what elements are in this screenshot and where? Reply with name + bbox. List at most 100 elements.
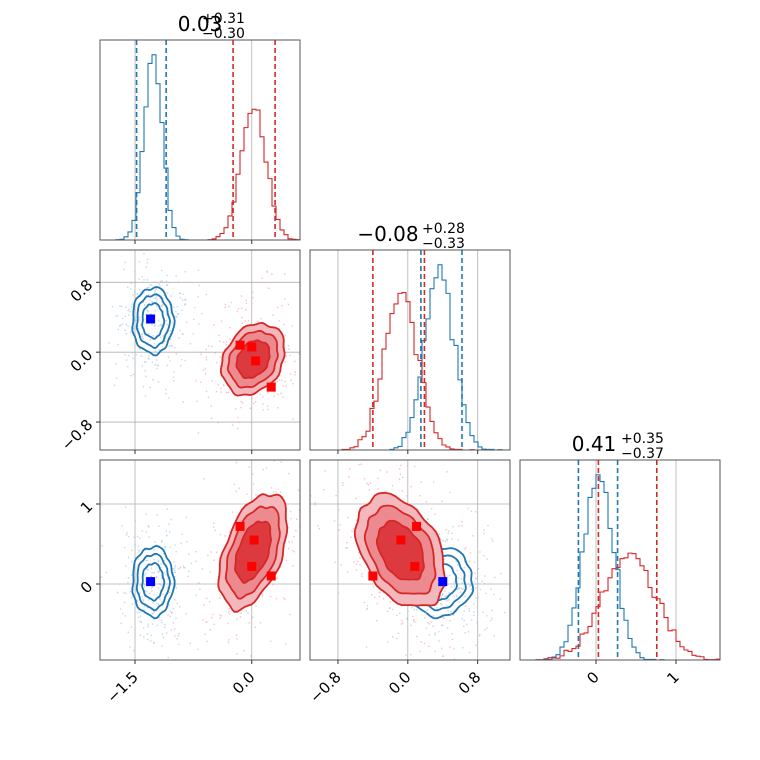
scatter-point-red [346,547,348,549]
scatter-point-red [178,567,180,570]
scatter-point-blue [363,601,365,604]
scatter-point-red [211,380,213,382]
scatter-point-blue [166,292,169,294]
scatter-point-red [382,446,383,447]
scatter-point-blue [438,630,440,633]
scatter-point-red [222,341,225,343]
scatter-point-red [284,273,286,275]
scatter-point-red [461,521,463,523]
scatter-point-blue [473,611,475,613]
scatter-point-red [334,561,336,563]
scatter-point-red [438,533,440,535]
scatter-point-blue [195,551,197,553]
scatter-point-blue [444,595,446,597]
scatter-point-red [241,316,243,319]
scatter-point-blue [481,580,483,583]
histogram-line-blue [100,54,300,240]
scatter-point-blue [143,292,145,294]
scatter-point-blue [148,355,150,357]
scatter-point-red [342,484,344,487]
scatter-point-blue [197,296,199,298]
scatter-point-blue [490,588,492,590]
scatter-point-blue [156,577,158,579]
scatter-point-red [251,397,253,399]
scatter-point-red [210,551,212,553]
scatter-point-blue [177,313,179,315]
scatter-point-blue [452,526,454,528]
scatter-point-blue [147,342,149,344]
scatter-point-blue [125,534,128,536]
scatter-point-red [251,473,254,475]
scatter-point-red [215,390,218,393]
scatter-point-blue [152,301,154,303]
scatter-point-blue [173,380,175,382]
scatter-point-blue [156,364,158,366]
scatter-point-blue [166,508,168,510]
scatter-point-blue [198,323,200,325]
scatter-point-blue [161,541,163,543]
scatter-point-red [171,345,173,347]
scatter-point-blue [168,523,170,525]
scatter-point-blue [446,595,448,597]
scatter-point-blue [155,297,157,299]
scatter-point-red [217,422,219,424]
scatter-point-blue [123,268,125,271]
scatter-point-red [420,641,422,643]
scatter-point-red [353,561,355,563]
scatter-point-blue [108,342,110,344]
scatter-point-blue [166,632,168,634]
scatter-point-blue [444,540,447,543]
scatter-point-red [330,350,331,351]
data-layer [100,40,720,660]
scatter-point-blue [154,541,156,543]
scatter-point-blue [116,314,119,317]
title-p1-minus: −0.33 [422,236,465,252]
scatter-point-red [240,307,243,309]
scatter-point-blue [212,526,215,528]
scatter-point-red [338,529,340,531]
scatter-point-blue [448,599,450,601]
scatter-point-red [479,588,481,591]
scatter-point-blue [169,332,172,335]
scatter-point-blue [158,325,160,327]
scatter-point-blue [432,615,435,617]
scatter-point-blue [460,588,463,590]
scatter-point-red [364,425,365,426]
scatter-point-red [284,334,287,337]
marker-red [412,521,422,531]
scatter-point-blue [127,286,129,288]
scatter-point-red [205,621,207,623]
scatter-point-blue [141,333,143,336]
scatter-point-red [348,476,350,478]
scatter-point-red [219,365,221,367]
scatter-point-red [291,541,293,543]
scatter-point-blue [434,633,436,636]
scatter-point-blue [176,305,179,308]
scatter-point-blue [161,540,163,542]
scatter-point-blue [158,525,160,527]
scatter-point-red [167,614,169,616]
scatter-point-red [241,402,244,404]
scatter-point-red [368,489,370,491]
scatter-point-blue [511,616,512,617]
scatter-point-blue [442,540,444,542]
contour-line-blue [141,562,166,602]
scatter-point-blue [413,608,415,611]
scatter-point-red [228,305,230,308]
scatter-point-red [182,401,184,403]
scatter-point-red [310,387,311,388]
scatter-point-blue [443,558,445,560]
scatter-point-blue [159,285,161,287]
scatter-point-red [217,587,219,589]
scatter-point-red [211,616,213,619]
scatter-point-blue [162,553,165,555]
scatter-point-red [377,477,379,480]
scatter-point-blue [156,624,158,626]
contour-line-blue [131,286,176,357]
scatter-point-blue [148,536,150,538]
scatter-point-red [211,345,213,348]
scatter-point-blue [146,633,149,635]
scatter-point-blue [190,562,193,564]
scatter-point-red [219,533,221,536]
scatter-point-blue [456,569,458,572]
